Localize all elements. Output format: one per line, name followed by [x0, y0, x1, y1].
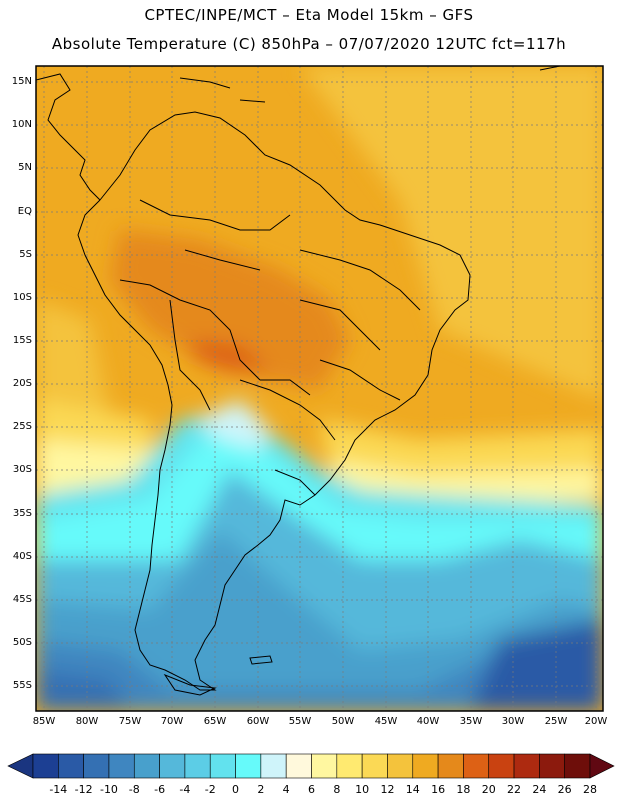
lat-label: 15S	[12, 335, 32, 346]
lon-label: 35W	[459, 716, 483, 727]
lon-label: 30W	[501, 716, 525, 727]
lat-label: 30S	[12, 464, 32, 475]
colorbar-label: 22	[507, 783, 522, 796]
colorbar-cell	[133, 753, 160, 779]
colorbar-cell	[564, 753, 591, 779]
lon-label: 70W	[160, 716, 184, 727]
lon-label: 80W	[75, 716, 99, 727]
colorbar-label: 24	[532, 783, 547, 796]
colorbar-cell	[235, 753, 262, 779]
colorbar-label: 10	[355, 783, 370, 796]
colorbar-cell	[83, 753, 110, 779]
lat-label: 50S	[12, 637, 32, 648]
lat-label: 5S	[19, 249, 32, 260]
colorbar-label: 8	[333, 783, 341, 796]
chart-title-line2: Absolute Temperature (C) 850hPa – 07/07/…	[51, 35, 567, 53]
colorbar-label: -2	[204, 783, 216, 796]
lon-label: 20W	[584, 716, 608, 727]
lon-label: 85W	[32, 716, 56, 727]
lat-label: 40S	[12, 551, 32, 562]
colorbar-cell	[32, 753, 59, 779]
colorbar-under-arrow	[7, 753, 34, 779]
lat-label: 5N	[18, 162, 32, 173]
colorbar-label: -8	[128, 783, 140, 796]
colorbar-cell	[58, 753, 84, 779]
colorbar-label: 18	[456, 783, 471, 796]
lat-label: 10S	[12, 292, 32, 303]
colorbar-label: -12	[74, 783, 93, 796]
colorbar-label: 2	[257, 783, 265, 796]
colorbar-label: 14	[405, 783, 420, 796]
colorbar-cell	[412, 753, 439, 779]
colorbar-cell	[539, 753, 565, 779]
colorbar-cell	[387, 753, 414, 779]
colorbar-cell	[463, 753, 490, 779]
colorbar-cell	[159, 753, 186, 779]
colorbar-over-arrow	[589, 753, 615, 779]
colorbar-label: 0	[232, 783, 240, 796]
lon-label: 40W	[416, 716, 440, 727]
colorbar-label: 28	[583, 783, 597, 796]
colorbar-label: 4	[282, 783, 290, 796]
colorbar-label: 12	[380, 783, 395, 796]
lat-label: 35S	[12, 508, 32, 519]
lon-label: 45W	[374, 716, 398, 727]
colorbar-cell	[108, 753, 135, 779]
colorbar-cell	[311, 753, 338, 779]
lat-label: 10N	[11, 119, 32, 130]
colorbar-cell	[488, 753, 515, 779]
coastlines	[36, 66, 561, 696]
map-frame	[35, 65, 604, 712]
lon-label: 55W	[288, 716, 312, 727]
lat-label: 15N	[11, 76, 32, 87]
colorbar-cell	[285, 753, 312, 779]
colorbar-cell	[513, 753, 540, 779]
colorbar-label: -6	[154, 783, 166, 796]
lon-label: 25W	[544, 716, 568, 727]
temperature-field	[36, 66, 603, 711]
colorbar-label: 6	[308, 783, 315, 796]
colorbar-cell	[336, 753, 363, 779]
colorbar-cell	[361, 753, 388, 779]
chart-title-line1: CPTEC/INPE/MCT – Eta Model 15km – GFS	[144, 6, 474, 24]
lon-label: 65W	[203, 716, 227, 727]
colorbar-cell	[184, 753, 211, 779]
lon-label: 50W	[331, 716, 355, 727]
lat-label: 45S	[12, 594, 32, 605]
lon-label: 75W	[118, 716, 142, 727]
colorbar-cell	[437, 753, 464, 779]
colorbar-cell	[260, 753, 287, 779]
colorbar-label: -10	[99, 783, 118, 796]
colorbar-cell	[209, 753, 236, 779]
colorbar-label: 20	[481, 783, 496, 796]
colorbar-cells	[7, 753, 615, 779]
colorbar-label: 26	[557, 783, 572, 796]
lat-label: 20S	[12, 378, 32, 389]
colorbar-label: -14	[49, 783, 68, 796]
lat-label: EQ	[17, 206, 32, 217]
lat-label: 25S	[12, 421, 32, 432]
colorbar-label: -4	[179, 783, 191, 796]
colorbar-label: 16	[431, 783, 446, 796]
lat-label: 55S	[12, 680, 32, 691]
lon-label: 60W	[246, 716, 270, 727]
